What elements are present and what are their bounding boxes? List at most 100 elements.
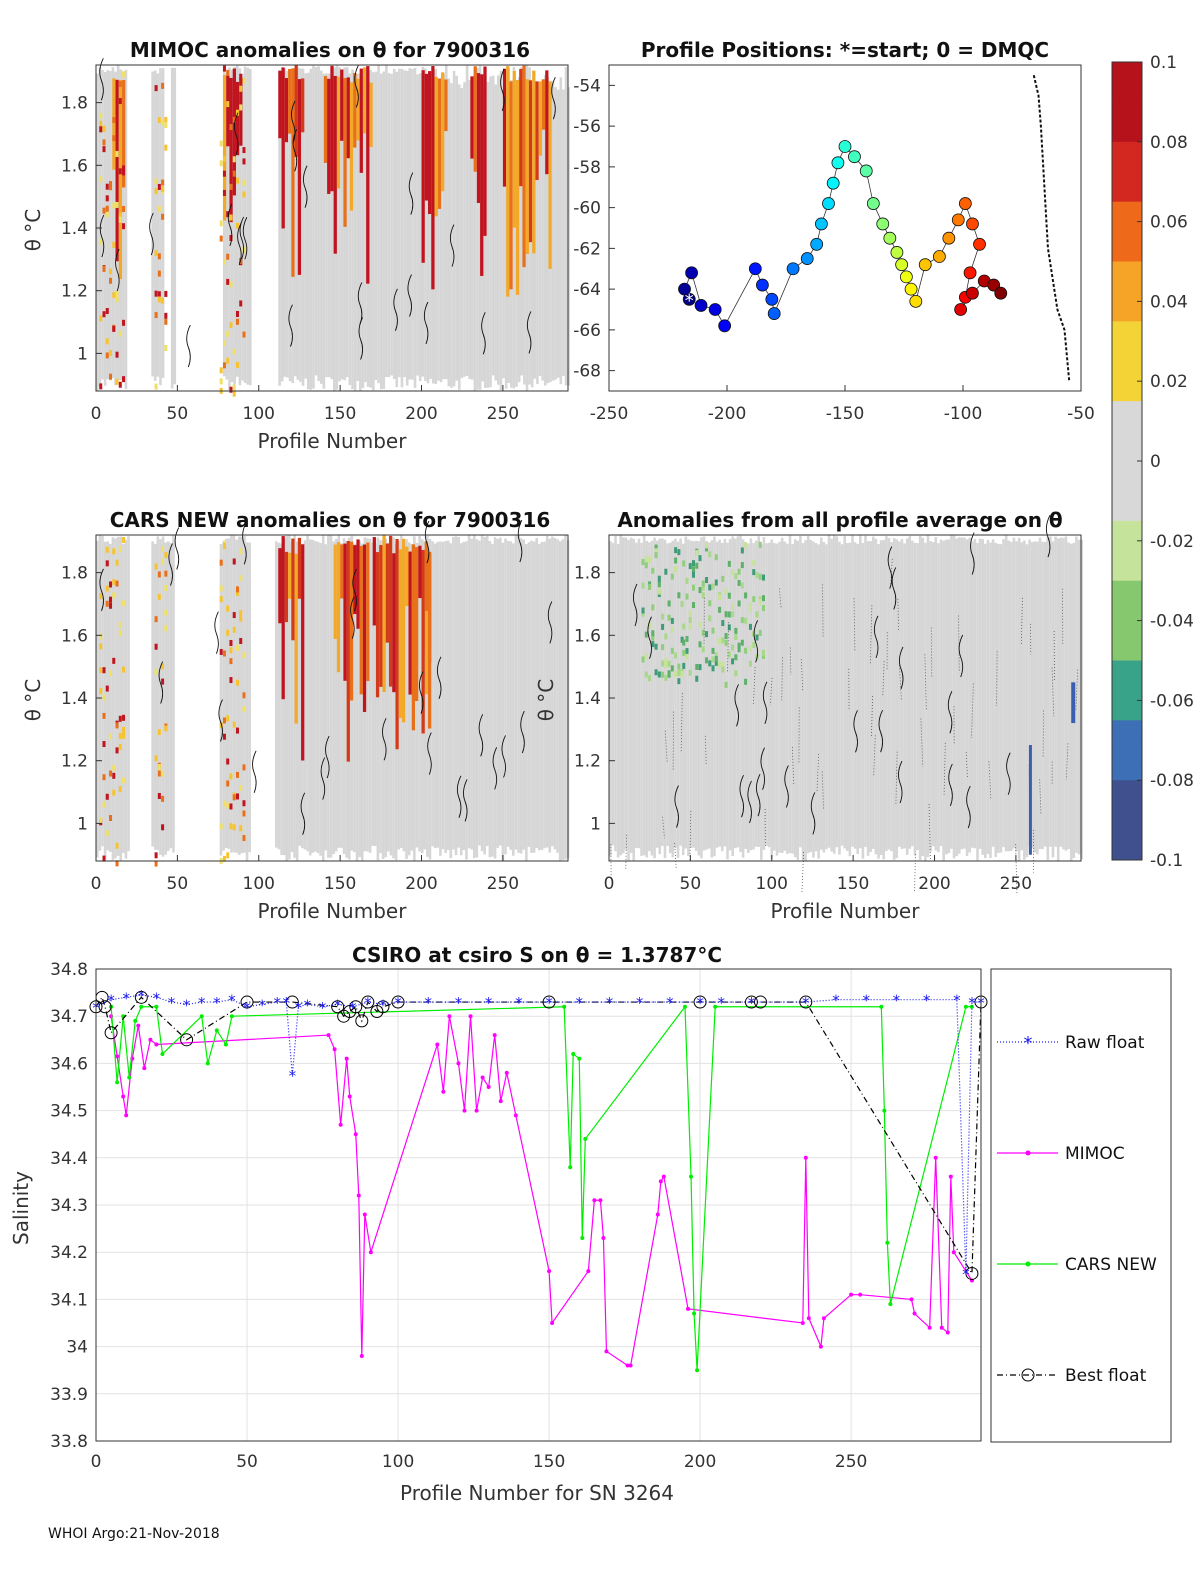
section-cell [161, 68, 165, 378]
series-point [504, 1070, 509, 1075]
contour-line [869, 605, 873, 665]
contour-line [878, 710, 884, 753]
section-cell [970, 541, 974, 848]
anomaly-cell [242, 652, 246, 659]
contour-line [1045, 514, 1051, 558]
contour-line [227, 203, 233, 247]
section-cell [306, 72, 310, 390]
section-cell [567, 87, 570, 386]
anomaly-cell [701, 580, 705, 587]
anomaly-cell [102, 146, 106, 153]
anomaly-cell [115, 747, 119, 754]
section-cell [127, 536, 130, 852]
series-point [480, 1075, 485, 1080]
contour-line [168, 543, 173, 586]
anomaly-cell [644, 556, 648, 563]
anomaly-cell [232, 348, 236, 355]
x-tick-label: -200 [708, 404, 747, 424]
section-cell [475, 539, 479, 858]
anomaly-cell [232, 721, 236, 728]
y-tick-label: 1.4 [61, 219, 88, 239]
series-point: * [183, 996, 191, 1014]
y-tick-label: 34.8 [50, 960, 88, 980]
section-cell [373, 543, 377, 846]
section-cell [426, 78, 430, 384]
series-point [205, 1061, 210, 1066]
section-cell [491, 75, 495, 376]
y-tick-label: 1.8 [61, 564, 88, 584]
contour-line [436, 656, 442, 700]
anomaly-cell [297, 79, 302, 275]
section-cell [308, 539, 312, 856]
anomaly-cell [232, 384, 236, 391]
anomaly-cell [157, 770, 161, 777]
series-point [136, 1023, 141, 1028]
anomaly-cell [154, 643, 158, 650]
contour-line [99, 568, 104, 612]
section-cell [293, 68, 297, 377]
series-point [601, 1236, 606, 1241]
series-point [658, 1179, 663, 1184]
series-point: * [545, 994, 553, 1012]
colorbar-cell [1112, 261, 1142, 282]
section-cell [877, 544, 880, 859]
series-point: * [696, 994, 704, 1012]
anomaly-cell [408, 551, 412, 695]
anomaly-cell [664, 633, 668, 640]
section-cell [1002, 539, 1005, 848]
section-cell [538, 543, 541, 851]
anomaly-cell [705, 577, 709, 584]
section-cell [356, 73, 360, 382]
anomaly-cell [705, 631, 709, 638]
start-marker: * [685, 290, 694, 311]
series-point: * [273, 994, 281, 1012]
contour-line [407, 274, 412, 317]
anomaly-cell [515, 79, 520, 295]
contour-line [680, 693, 683, 752]
anomaly-cell [651, 641, 655, 648]
anomaly-cell [99, 176, 103, 183]
section-cell [360, 543, 364, 861]
series-point [969, 1004, 974, 1009]
anomaly-cell [242, 706, 246, 713]
anomaly-cell [682, 649, 686, 656]
anomaly-cell [157, 270, 161, 277]
colorbar: 0.1 0.08 0.06 0.04 0.02 0 -0.02 -0.04 -0.06 -0.08… [1111, 53, 1194, 871]
contour-line [320, 757, 326, 800]
allavg-panel: Anomalies from all profile average on θ … [534, 508, 1083, 923]
anomaly-cell [235, 81, 240, 156]
series-point: * [153, 989, 161, 1007]
anomaly-cell [661, 623, 665, 630]
colorbar-tick-label: 0.1 [1150, 53, 1177, 73]
anomaly-cell [112, 78, 116, 170]
anomaly-cell [219, 722, 223, 729]
profile-position-point [987, 278, 1001, 292]
series-point [806, 1316, 811, 1321]
anomaly-cell [761, 605, 765, 612]
section-cell [723, 538, 727, 847]
anomaly-cell [641, 559, 645, 566]
section-cell [861, 542, 865, 859]
anomaly-cell [428, 71, 432, 215]
anomaly-cell [441, 72, 445, 192]
section-cell [424, 68, 427, 381]
anomaly-cell [711, 583, 715, 590]
section-cell [519, 538, 523, 854]
section-cell [101, 535, 104, 847]
anomaly-cell [242, 77, 246, 84]
series-point [486, 1085, 491, 1089]
anomaly-cell [109, 670, 113, 677]
allavg-plot: 0 50 100 150 200 250 1 1.2 1.4 1.6 1.8 [574, 514, 1083, 896]
anomaly-cell [278, 548, 282, 624]
series-point [692, 1311, 697, 1316]
anomaly-cell [118, 744, 122, 751]
contour-line [762, 681, 768, 724]
anomaly-cell [105, 205, 109, 212]
anomaly-cell [761, 649, 765, 656]
series-point [180, 1033, 194, 1047]
plot-frame [95, 968, 982, 1442]
section-cell [151, 71, 154, 377]
anomaly-cell [731, 644, 735, 651]
section-cell [976, 542, 979, 861]
series-point [963, 1004, 968, 1009]
